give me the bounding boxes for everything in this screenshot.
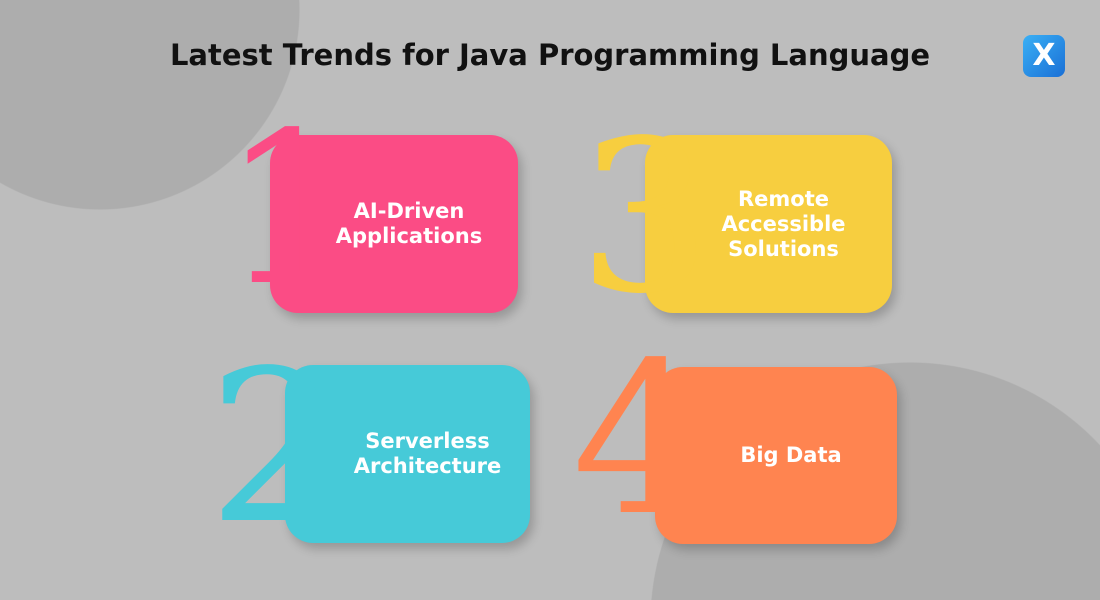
trend-number: 4 [572,317,706,562]
trend-number: 3 [578,95,712,340]
trend-label: Remote Accessible Solutions [721,186,846,261]
trend-label: Serverless Architecture [353,429,502,478]
trend-card-2: Serverless Architecture [285,365,530,543]
trend-card-1: AI-Driven Applications [270,135,518,313]
trend-number: 1 [222,87,356,332]
trend-label: AI-Driven Applications [335,199,483,248]
trend-card-4: Big Data [655,367,897,544]
page-title: Latest Trends for Java Programming Langu… [169,38,931,72]
trend-number: 2 [208,325,342,570]
trend-card-3: Remote Accessible Solutions [645,135,892,313]
trend-label: Big Data [740,443,842,467]
logo: X [1023,35,1065,77]
